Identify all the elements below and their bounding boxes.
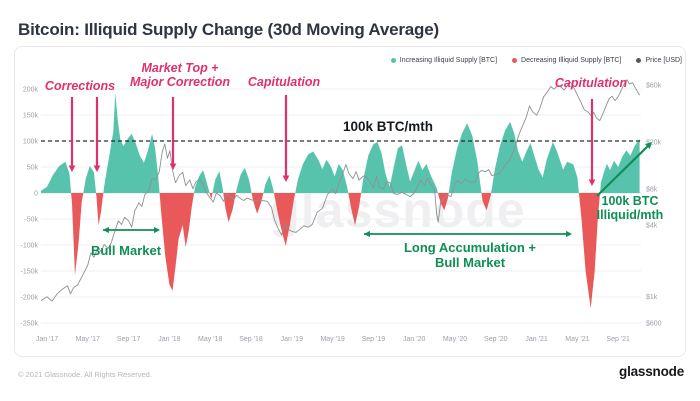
price-axis-tick-label: $600 bbox=[646, 321, 662, 328]
x-axis-tick-label: Sep '20 bbox=[484, 336, 508, 343]
x-axis-tick-label: May '18 bbox=[198, 336, 222, 343]
y-axis-tick-label: -250k bbox=[20, 320, 38, 327]
arrowhead bbox=[169, 163, 177, 170]
increasing-supply-area bbox=[41, 93, 640, 193]
price-axis-tick-label: $4k bbox=[646, 222, 658, 229]
price-axis-tick-label: $8k bbox=[646, 187, 658, 194]
y-axis-tick-label: 200k bbox=[23, 86, 39, 93]
x-axis-tick-label: Jan '20 bbox=[403, 336, 425, 343]
price-axis-tick-label: $1k bbox=[646, 294, 658, 301]
arrowhead bbox=[588, 179, 596, 186]
x-axis-tick-label: Jan '21 bbox=[525, 336, 547, 343]
arrowhead bbox=[645, 142, 652, 149]
arrowhead bbox=[154, 226, 160, 234]
x-axis-tick-label: Sep '19 bbox=[362, 336, 386, 343]
increasing-supply-dot-icon bbox=[390, 58, 396, 63]
price-dot-icon bbox=[636, 58, 642, 63]
legend-item-decreasing[interactable]: Decreasing Illiquid Supply [BTC] bbox=[512, 57, 621, 64]
legend-item-increasing[interactable]: Increasing Illiquid Supply [BTC] bbox=[390, 57, 498, 64]
x-axis-tick-label: Sep '18 bbox=[239, 336, 263, 343]
x-axis-tick-label: Jan '17 bbox=[36, 336, 58, 343]
price-axis-tick-label: $60k bbox=[646, 83, 662, 90]
x-axis-tick-label: Sep '17 bbox=[117, 336, 141, 343]
y-axis-tick-label: 0 bbox=[34, 190, 38, 197]
y-axis-tick-label: -200k bbox=[20, 294, 38, 301]
y-axis-tick-label: 50k bbox=[27, 164, 39, 171]
x-axis-tick-label: Sep '21 bbox=[606, 336, 630, 343]
y-axis-tick-label: -100k bbox=[20, 242, 38, 249]
legend-label: Price [USD] bbox=[645, 57, 682, 64]
arrowhead bbox=[68, 165, 76, 172]
arrowhead bbox=[93, 165, 101, 172]
x-axis-tick-label: May '17 bbox=[76, 336, 100, 343]
copyright-text: © 2021 Glassnode. All Rights Reserved. bbox=[18, 370, 152, 379]
x-axis-tick-label: May '20 bbox=[443, 336, 467, 343]
x-axis-tick-label: Jan '19 bbox=[281, 336, 303, 343]
price-line bbox=[41, 79, 640, 302]
chart-legend: Increasing Illiquid Supply [BTC] Decreas… bbox=[390, 57, 682, 64]
page-title: Bitcoin: Illiquid Supply Change (30d Mov… bbox=[18, 20, 439, 40]
y-axis-tick-label: 100k bbox=[23, 138, 39, 145]
decreasing-supply-area bbox=[41, 193, 640, 309]
glassnode-logo: glassnode bbox=[619, 364, 684, 379]
x-axis-tick-label: May '21 bbox=[565, 336, 589, 343]
y-axis-tick-label: -150k bbox=[20, 268, 38, 275]
decreasing-supply-dot-icon bbox=[512, 58, 518, 63]
arrowhead bbox=[566, 230, 572, 238]
arrowhead bbox=[282, 175, 290, 182]
arrowhead bbox=[364, 230, 370, 238]
arrowhead bbox=[103, 226, 109, 234]
x-axis-tick-label: May '19 bbox=[320, 336, 344, 343]
legend-label: Decreasing Illiquid Supply [BTC] bbox=[521, 57, 622, 64]
price-axis-tick-label: $20k bbox=[646, 139, 662, 146]
legend-item-price[interactable]: Price [USD] bbox=[636, 57, 682, 64]
illiquid-rate-trend-arrow bbox=[596, 143, 650, 197]
y-axis-tick-label: 150k bbox=[23, 112, 39, 119]
y-axis-tick-label: -50k bbox=[24, 216, 38, 223]
x-axis-tick-label: Jan '18 bbox=[158, 336, 180, 343]
legend-label: Increasing Illiquid Supply [BTC] bbox=[399, 57, 498, 64]
